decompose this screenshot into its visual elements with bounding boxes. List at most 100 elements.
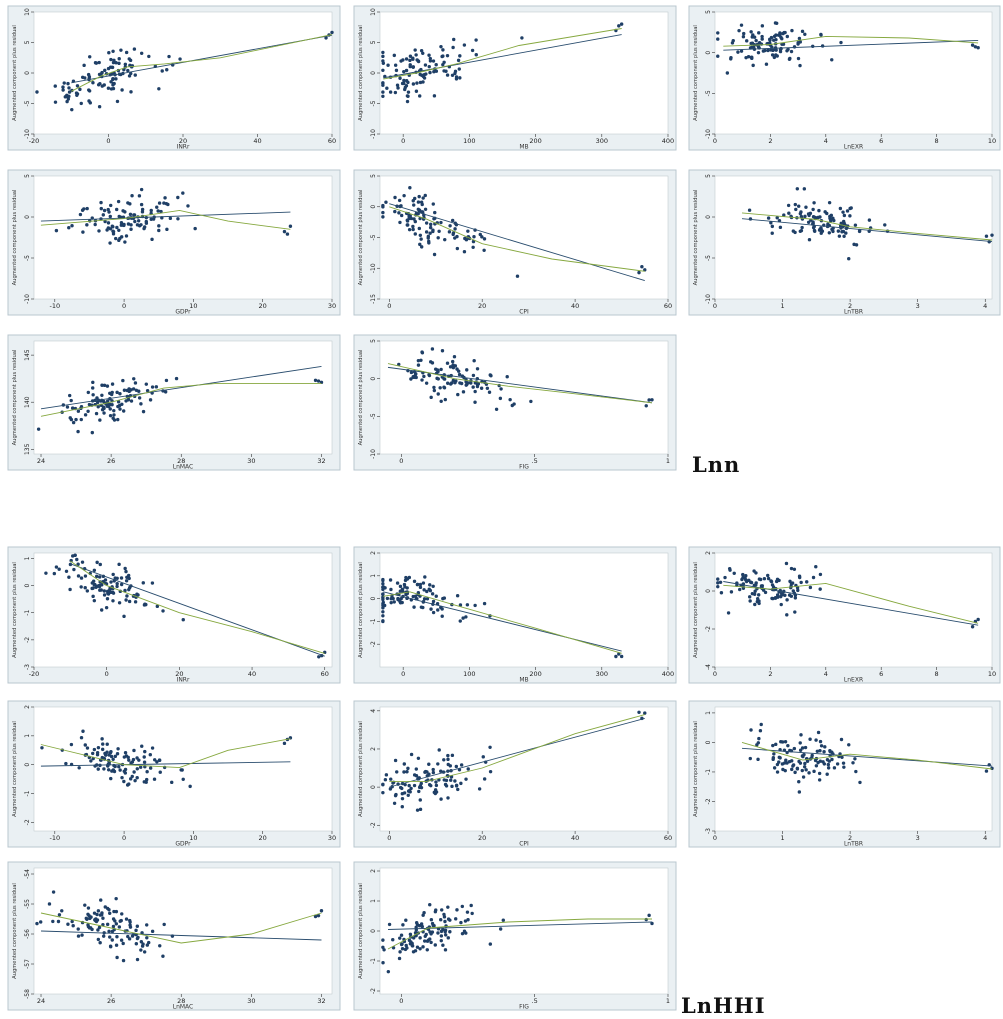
data-point xyxy=(789,582,794,586)
data-point xyxy=(464,238,469,242)
data-point xyxy=(730,41,735,45)
data-point xyxy=(66,97,71,101)
data-point xyxy=(139,940,144,944)
data-point xyxy=(85,589,90,593)
data-point xyxy=(777,760,781,764)
data-point xyxy=(98,81,102,86)
data-point xyxy=(826,762,831,767)
data-point xyxy=(413,949,418,953)
data-point xyxy=(407,938,412,943)
data-point xyxy=(419,237,423,241)
data-point xyxy=(105,228,109,232)
data-point xyxy=(426,234,431,239)
data-point xyxy=(471,245,475,249)
data-point xyxy=(406,80,410,85)
x-tick-label: -10 xyxy=(49,834,60,842)
data-point xyxy=(112,418,117,422)
x-tick-label: 8 xyxy=(935,670,939,678)
y-tick-label: 0 xyxy=(705,215,712,219)
data-point xyxy=(758,729,763,733)
data-point xyxy=(97,925,102,930)
data-point xyxy=(429,917,434,922)
data-point xyxy=(76,562,80,566)
data-point xyxy=(69,742,74,747)
data-point xyxy=(617,652,621,656)
data-point xyxy=(76,934,81,938)
data-point xyxy=(319,909,324,913)
data-point xyxy=(828,750,832,754)
data-point xyxy=(433,210,437,215)
chart-panel-1: 0 100 200 300 400 -10 -5 0 5 10 MB Augmented compon… xyxy=(353,5,677,151)
data-point xyxy=(835,762,840,766)
data-point xyxy=(388,90,393,94)
data-point xyxy=(448,365,453,369)
y-tick-label: -2 xyxy=(370,641,377,647)
x-tick-label: 3 xyxy=(916,834,920,842)
data-point xyxy=(756,757,760,762)
data-point xyxy=(381,215,385,219)
data-point xyxy=(396,596,400,601)
data-point xyxy=(161,609,165,613)
data-point xyxy=(96,584,101,588)
data-point xyxy=(441,62,445,67)
data-point xyxy=(75,92,80,96)
data-point xyxy=(830,58,834,62)
data-point xyxy=(644,917,648,922)
y-tick-label: -10 xyxy=(705,294,712,304)
data-point xyxy=(76,429,80,434)
data-point xyxy=(779,594,783,599)
data-point xyxy=(112,408,116,413)
data-point xyxy=(109,57,113,62)
data-point xyxy=(428,937,432,941)
data-point xyxy=(427,782,432,787)
section-label-lnhhi: LnHHI xyxy=(681,993,766,1018)
data-point xyxy=(505,375,509,379)
y-tick-label: 0 xyxy=(24,583,31,587)
data-point xyxy=(130,774,134,779)
data-point xyxy=(83,743,87,747)
linear-fit-line xyxy=(40,930,322,941)
linear-fit-line xyxy=(741,218,993,243)
y-tick-label: 10 xyxy=(370,8,377,16)
data-point xyxy=(799,580,803,585)
data-point xyxy=(117,61,121,66)
data-point xyxy=(756,593,761,597)
data-point xyxy=(842,213,847,218)
data-point xyxy=(759,722,763,727)
data-point xyxy=(515,274,520,278)
data-point xyxy=(485,386,490,390)
data-point xyxy=(431,229,435,234)
data-point xyxy=(785,613,789,617)
data-point xyxy=(123,62,128,66)
y-tick-label: 0 xyxy=(705,589,712,593)
data-point xyxy=(140,744,144,748)
x-tick-label: 28 xyxy=(177,457,185,465)
data-point xyxy=(115,752,120,756)
data-point xyxy=(436,236,440,240)
data-point xyxy=(145,923,149,927)
data-point xyxy=(458,76,462,80)
x-tick-label: 0 xyxy=(387,302,391,310)
data-point xyxy=(100,70,104,75)
data-point xyxy=(139,402,143,406)
x-tick-label: 10 xyxy=(189,302,197,310)
y-axis-label: Augmented component plus residual xyxy=(358,190,364,286)
data-point xyxy=(127,599,132,604)
data-point xyxy=(430,592,435,596)
data-point xyxy=(88,101,92,105)
data-point xyxy=(399,213,404,218)
data-point xyxy=(61,85,65,89)
data-point xyxy=(474,38,478,42)
data-point xyxy=(421,913,425,917)
y-tick-label: 1 xyxy=(370,574,377,578)
x-tick-label: 1 xyxy=(666,997,670,1005)
data-point xyxy=(812,201,816,205)
data-point xyxy=(429,222,433,227)
data-point xyxy=(89,759,93,763)
data-point xyxy=(450,753,455,758)
data-point xyxy=(123,210,127,214)
x-tick-label: 0 xyxy=(399,457,403,465)
data-point xyxy=(285,232,290,236)
data-point xyxy=(126,934,130,939)
data-point xyxy=(419,245,424,249)
